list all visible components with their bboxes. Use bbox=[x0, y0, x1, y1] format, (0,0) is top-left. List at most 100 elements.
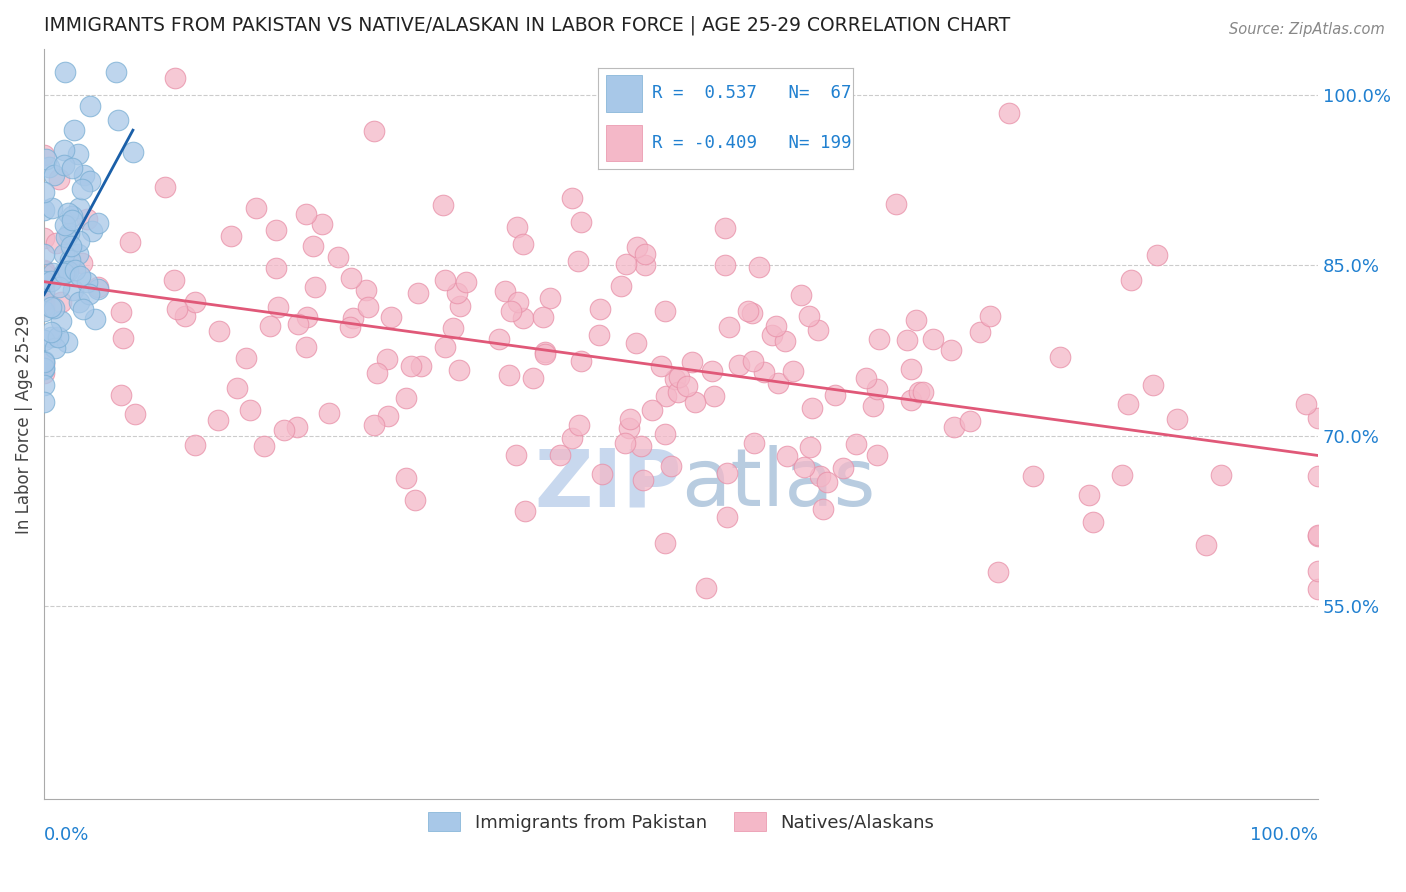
Point bbox=[884, 196, 907, 211]
Point bbox=[865, 448, 887, 462]
Point bbox=[1194, 537, 1216, 551]
Point bbox=[969, 325, 991, 339]
Point bbox=[207, 413, 229, 427]
Point bbox=[380, 310, 402, 325]
Point bbox=[267, 300, 290, 314]
Point bbox=[245, 201, 267, 215]
Point bbox=[32, 264, 55, 278]
Point bbox=[506, 219, 529, 234]
Point bbox=[32, 299, 55, 313]
Point bbox=[32, 366, 55, 380]
Point bbox=[1021, 469, 1043, 483]
Point bbox=[683, 395, 706, 409]
Point bbox=[104, 65, 127, 79]
Point bbox=[513, 503, 536, 517]
Point bbox=[941, 343, 963, 358]
Point bbox=[911, 384, 934, 399]
Point bbox=[1308, 528, 1330, 542]
Point bbox=[41, 329, 63, 343]
Point bbox=[395, 470, 418, 484]
Point bbox=[998, 106, 1021, 120]
Point bbox=[567, 253, 589, 268]
Point bbox=[235, 351, 257, 366]
Point bbox=[58, 206, 80, 220]
Point bbox=[449, 363, 471, 377]
Point bbox=[184, 294, 207, 309]
Point bbox=[499, 304, 522, 318]
Point bbox=[775, 334, 797, 348]
Point bbox=[742, 354, 765, 368]
Point bbox=[79, 99, 101, 113]
Point bbox=[32, 186, 55, 200]
Point bbox=[67, 234, 90, 248]
Point bbox=[32, 148, 55, 162]
Point bbox=[44, 341, 66, 355]
Point bbox=[342, 310, 364, 325]
Point bbox=[52, 266, 75, 280]
Point bbox=[32, 285, 55, 299]
Point bbox=[666, 385, 689, 400]
Point bbox=[800, 401, 823, 415]
Point bbox=[631, 473, 654, 487]
Point bbox=[66, 147, 89, 161]
Point bbox=[395, 392, 418, 406]
Point bbox=[32, 304, 55, 318]
Point bbox=[1166, 412, 1188, 426]
Point bbox=[112, 331, 135, 345]
Point bbox=[614, 435, 637, 450]
Point bbox=[737, 304, 759, 318]
Point bbox=[610, 278, 633, 293]
Point bbox=[695, 581, 717, 595]
Point bbox=[35, 152, 58, 166]
Point bbox=[845, 437, 868, 451]
Point bbox=[654, 303, 676, 318]
Point bbox=[654, 426, 676, 441]
Point bbox=[531, 310, 554, 324]
Point bbox=[311, 217, 333, 231]
Point bbox=[363, 417, 385, 432]
Point bbox=[83, 312, 105, 326]
Point bbox=[67, 294, 90, 309]
Point bbox=[32, 284, 55, 298]
Point bbox=[449, 300, 471, 314]
Point bbox=[60, 213, 83, 227]
Point bbox=[76, 212, 98, 227]
Point bbox=[53, 218, 76, 232]
Point bbox=[713, 258, 735, 272]
Point bbox=[32, 293, 55, 307]
Point bbox=[1308, 564, 1330, 578]
Point bbox=[163, 71, 186, 86]
Point bbox=[48, 280, 70, 294]
Point bbox=[766, 376, 789, 390]
Point bbox=[624, 336, 647, 351]
Point bbox=[34, 358, 56, 372]
Point bbox=[664, 372, 686, 386]
Point bbox=[32, 246, 55, 260]
Point bbox=[163, 273, 186, 287]
Point bbox=[32, 276, 55, 290]
Point bbox=[406, 286, 429, 301]
Point bbox=[32, 262, 55, 277]
Point bbox=[70, 182, 93, 196]
Point bbox=[326, 251, 349, 265]
Point bbox=[799, 309, 821, 323]
Point bbox=[765, 319, 787, 334]
Point bbox=[38, 160, 60, 174]
Point bbox=[782, 364, 804, 378]
Point bbox=[866, 382, 889, 396]
Point bbox=[32, 361, 55, 376]
Point bbox=[626, 240, 648, 254]
Point bbox=[921, 332, 943, 346]
Point bbox=[561, 190, 583, 204]
Point bbox=[32, 278, 55, 293]
Point bbox=[273, 423, 295, 437]
Point bbox=[120, 235, 142, 249]
Point bbox=[67, 201, 90, 215]
Point bbox=[634, 247, 657, 261]
Point bbox=[48, 172, 70, 186]
Point bbox=[110, 388, 132, 402]
Point bbox=[614, 257, 637, 271]
Point bbox=[32, 394, 55, 409]
Point bbox=[53, 158, 76, 172]
Point bbox=[1116, 397, 1139, 411]
